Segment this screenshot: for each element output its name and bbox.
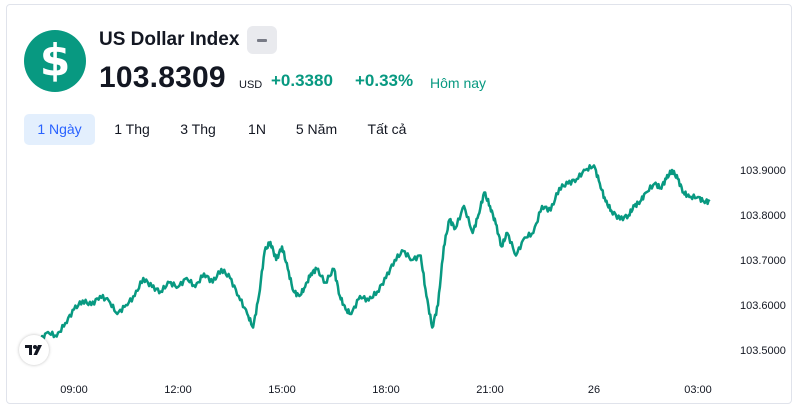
tab-1-month[interactable]: 1 Thg — [114, 121, 150, 137]
x-tick-label: 03:00 — [684, 384, 712, 396]
series-line — [26, 164, 711, 348]
minus-icon — [257, 38, 267, 42]
symbol-title[interactable]: US Dollar Index — [99, 29, 240, 50]
widget-frame — [6, 4, 792, 404]
y-tick-label: 103.8000 — [740, 210, 786, 222]
currency-label: USD — [239, 79, 263, 91]
tab-1-year[interactable]: 1N — [248, 121, 266, 137]
dollar-logo-icon: $ — [24, 30, 86, 92]
x-tick-label: 12:00 — [164, 384, 192, 396]
x-tick-label: 21:00 — [476, 384, 504, 396]
period-label: Hôm nay — [430, 75, 487, 91]
tradingview-logo-icon[interactable] — [19, 335, 49, 365]
x-tick-label: 26 — [588, 384, 600, 396]
tab-3-month[interactable]: 3 Thg — [180, 121, 216, 137]
y-tick-label: 103.6000 — [740, 300, 786, 312]
x-tick-label: 09:00 — [60, 384, 88, 396]
price-value: 103.8309 — [99, 61, 226, 94]
y-tick-label: 103.7000 — [740, 255, 786, 267]
price-change: +0.3380 — [271, 71, 333, 90]
tab-all[interactable]: Tất cả — [367, 121, 407, 137]
y-tick-label: 103.9000 — [740, 165, 786, 177]
tab-5-year[interactable]: 5 Năm — [295, 121, 338, 137]
tab-1-day[interactable]: 1 Ngày — [24, 114, 95, 145]
y-tick-label: 103.5000 — [740, 345, 786, 357]
minus-button[interactable] — [247, 26, 277, 54]
price-change-percent: +0.33% — [355, 71, 414, 90]
x-tick-label: 18:00 — [372, 384, 400, 396]
x-tick-label: 15:00 — [268, 384, 296, 396]
